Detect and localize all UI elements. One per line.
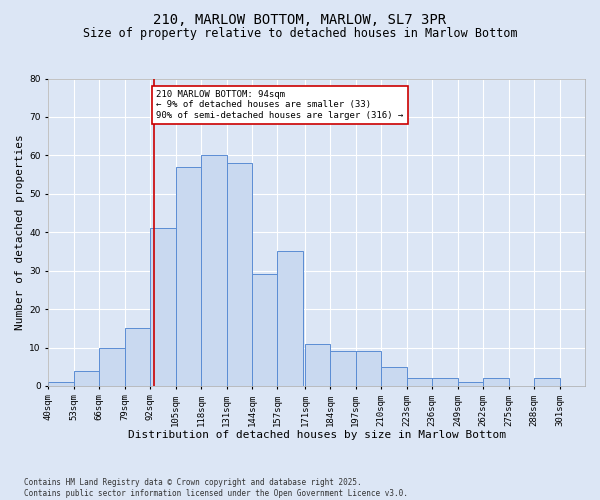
Bar: [534, 378, 560, 386]
Bar: [201, 156, 227, 386]
X-axis label: Distribution of detached houses by size in Marlow Bottom: Distribution of detached houses by size …: [128, 430, 506, 440]
Bar: [483, 378, 509, 386]
Bar: [176, 167, 201, 386]
Bar: [356, 352, 381, 386]
Text: Contains HM Land Registry data © Crown copyright and database right 2025.
Contai: Contains HM Land Registry data © Crown c…: [24, 478, 408, 498]
Bar: [99, 348, 125, 386]
Bar: [331, 352, 356, 386]
Bar: [150, 228, 176, 386]
Bar: [74, 370, 99, 386]
Text: 210 MARLOW BOTTOM: 94sqm
← 9% of detached houses are smaller (33)
90% of semi-de: 210 MARLOW BOTTOM: 94sqm ← 9% of detache…: [156, 90, 403, 120]
Bar: [381, 366, 407, 386]
Bar: [227, 163, 252, 386]
Text: 210, MARLOW BOTTOM, MARLOW, SL7 3PR: 210, MARLOW BOTTOM, MARLOW, SL7 3PR: [154, 12, 446, 26]
Bar: [125, 328, 150, 386]
Bar: [277, 252, 303, 386]
Bar: [305, 344, 331, 386]
Bar: [432, 378, 458, 386]
Y-axis label: Number of detached properties: Number of detached properties: [15, 134, 25, 330]
Bar: [407, 378, 432, 386]
Bar: [49, 382, 74, 386]
Text: Size of property relative to detached houses in Marlow Bottom: Size of property relative to detached ho…: [83, 28, 517, 40]
Bar: [458, 382, 483, 386]
Bar: [252, 274, 277, 386]
